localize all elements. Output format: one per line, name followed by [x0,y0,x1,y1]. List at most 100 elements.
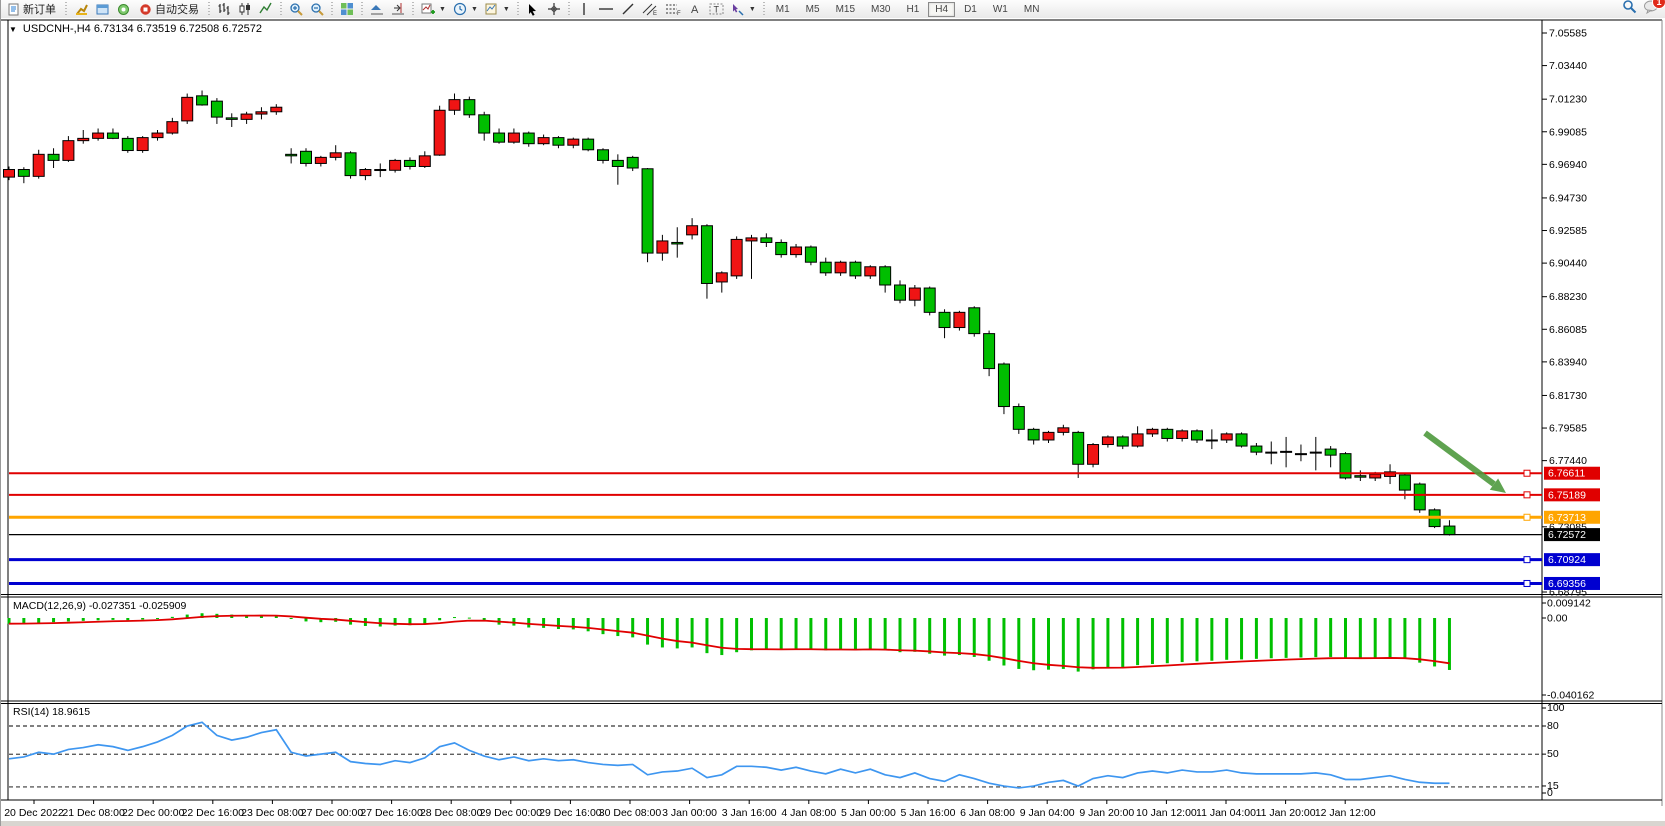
price-level-label-text: 6.70924 [1548,554,1586,566]
timeframe-button-M5[interactable]: M5 [799,2,827,17]
macd-histogram-bar [245,615,249,618]
macd-histogram-bar [943,618,947,656]
time-axis-label[interactable]: 9 Jan 04:00 [1020,807,1075,819]
candle [448,99,461,111]
time-axis-label[interactable]: 29 Dec 16:00 [539,807,602,819]
line-handle[interactable] [1523,556,1531,564]
time-axis-label[interactable]: 20 Dec 2022 [4,807,64,819]
chart-shift-button[interactable] [388,1,408,18]
periods-button[interactable]: ▼ [450,1,481,18]
time-axis-label[interactable]: 22 Dec 16:00 [182,807,245,819]
indicators-button[interactable]: ▼ [418,1,449,18]
time-axis-label[interactable]: 27 Dec 16:00 [360,807,423,819]
timeframe-button-H4[interactable]: H4 [928,1,956,17]
candle [1205,439,1218,442]
autotrading-button[interactable]: 自动交易 [134,1,204,18]
line-handle[interactable] [1523,513,1531,521]
timeframe-button-M15[interactable]: M15 [829,2,862,17]
arrows-button[interactable]: ▼ [728,1,759,18]
annotation-arrow-head[interactable] [1489,478,1506,493]
time-axis-label[interactable]: 3 Jan 00:00 [662,807,717,819]
timeframe-button-M1[interactable]: M1 [769,2,797,17]
tile-windows-button[interactable] [337,1,357,18]
cursor-button[interactable] [523,1,543,18]
line-chart-button[interactable] [256,1,276,18]
crosshair-button[interactable] [544,1,564,18]
candle [938,311,951,329]
data-window-button[interactable] [92,1,112,18]
chart-canvas[interactable]: 7.05585 7.03440 7.01230 6.99085 6.96940 6.947… [1,18,1665,826]
toolbar-grip [515,2,520,16]
macd-histogram-bar [527,618,531,628]
candle [1012,406,1025,430]
text-label-button[interactable]: T [706,1,727,18]
macd-histogram-bar [1447,618,1451,670]
timeframe-button-M30[interactable]: M30 [864,2,897,17]
time-axis-label[interactable]: 5 Jan 00:00 [841,807,896,819]
text-button[interactable]: A [685,1,705,18]
line-handle[interactable] [1523,469,1531,477]
auto-scroll-button[interactable] [367,1,387,18]
candle [181,96,194,122]
macd-histogram-bar [1269,618,1273,659]
price-tick-label: 6.81730 [1549,390,1587,402]
candlestick-button[interactable] [235,1,255,18]
market-watch-button[interactable] [71,1,91,18]
price-level-label-text: 6.69356 [1548,578,1586,590]
annotation-arrow-line[interactable] [1423,430,1496,487]
timeframe-button-D1[interactable]: D1 [957,2,984,17]
signals-button[interactable] [113,1,133,18]
time-axis-label[interactable]: 12 Jan 12:00 [1315,807,1376,819]
candle [879,266,892,286]
candle [745,237,758,242]
macd-histogram-bar [616,618,620,637]
time-axis-label[interactable]: 4 Jan 08:00 [781,807,836,819]
time-axis-label[interactable]: 23 Dec 08:00 [241,807,304,819]
macd-histogram-bar [1388,618,1392,658]
timeframe-button-H1[interactable]: H1 [899,2,926,17]
notifications-chat-icon[interactable]: 1 [1643,0,1665,19]
vertical-line-icon [579,2,589,16]
bar-chart-button[interactable] [214,1,234,18]
macd-histogram-bar [96,618,100,621]
zoom-in-button[interactable] [286,1,306,18]
zoom-out-icon [310,2,324,16]
time-axis-label[interactable]: 27 Dec 00:00 [301,807,364,819]
fibonacci-button[interactable]: F [662,1,684,18]
line-handle[interactable] [1523,579,1531,587]
templates-button[interactable]: ▼ [482,1,513,18]
svg-text:F: F [677,11,681,16]
zoom-out-button[interactable] [307,1,327,18]
time-axis-label[interactable]: 28 Dec 08:00 [420,807,483,819]
time-axis-label[interactable]: 9 Jan 20:00 [1079,807,1134,819]
time-axis-label[interactable]: 22 Dec 00:00 [122,807,185,819]
time-axis-label[interactable]: 11 Jan 04:00 [1196,807,1256,819]
time-axis-label[interactable]: 11 Jan 20:00 [1256,807,1316,819]
timeframe-button-MN[interactable]: MN [1017,2,1047,17]
candle [641,168,654,254]
horizontal-line-button[interactable] [595,1,617,18]
vertical-line-button[interactable] [574,1,594,18]
new-order-button[interactable]: 新订单 [3,1,61,18]
search-icon[interactable] [1622,0,1637,19]
price-tick-label: 7.03440 [1549,60,1587,72]
candle [463,99,476,116]
time-axis-label[interactable]: 5 Jan 16:00 [901,807,956,819]
timeframe-button-W1[interactable]: W1 [986,2,1015,17]
candle [611,159,624,167]
rsi-line [8,721,1450,789]
time-axis-label[interactable]: 21 Dec 08:00 [62,807,125,819]
candle [1042,431,1055,441]
time-axis-label[interactable]: 3 Jan 16:00 [722,807,777,819]
candle [1339,453,1352,479]
channel-button[interactable]: E [639,1,661,18]
trendline-button[interactable] [618,1,638,18]
chart-gold-icon [75,3,88,16]
rsi-axis-label: 100 [1547,702,1565,714]
time-axis-label[interactable]: 30 Dec 08:00 [599,807,662,819]
time-axis-label[interactable]: 10 Jan 12:00 [1136,807,1197,819]
time-axis-label[interactable]: 6 Jan 08:00 [960,807,1015,819]
time-axis-label[interactable]: 29 Dec 00:00 [480,807,543,819]
line-handle[interactable] [1523,491,1531,499]
macd-histogram-bar [1299,618,1303,658]
